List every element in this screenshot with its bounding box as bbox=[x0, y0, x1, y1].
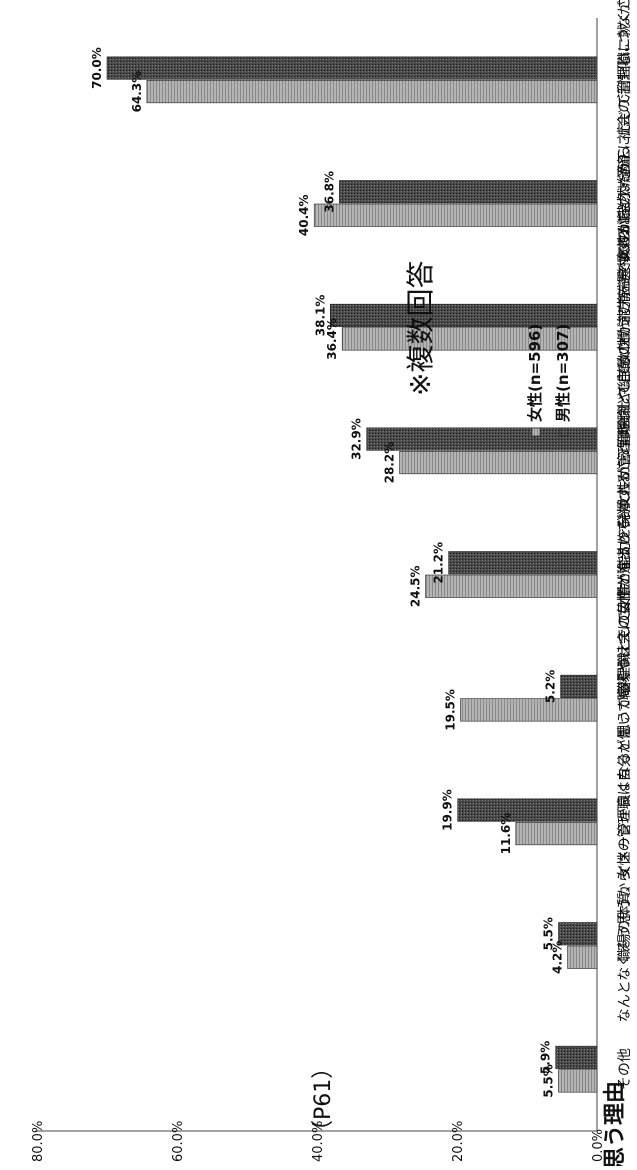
bar-value-label: 24.5% bbox=[409, 565, 423, 607]
partial-heading: 思う理由 bbox=[603, 1081, 628, 1166]
bar-value-label: 38.1% bbox=[313, 295, 327, 337]
bar bbox=[558, 1069, 598, 1093]
category-label: 女性の管理職は自分が働いていくうえでの目標となるから bbox=[616, 517, 633, 879]
bar-value-label: 70.0% bbox=[90, 47, 104, 89]
legend-swatch bbox=[559, 427, 569, 437]
category-label: 職場の体質、イメージが良くなると思うから bbox=[617, 682, 633, 962]
bar-value-label: 5.5% bbox=[542, 1064, 556, 1097]
bar-value-label: 5.2% bbox=[544, 670, 558, 703]
bar-value-label: 36.4% bbox=[325, 318, 339, 360]
multiple-answer-note: ※複数回答 bbox=[404, 261, 437, 396]
bar-value-label: 21.2% bbox=[432, 542, 446, 584]
bar bbox=[425, 574, 598, 598]
bar bbox=[339, 180, 598, 204]
bar-value-label: 4.2% bbox=[551, 941, 565, 974]
category-label: 女性が能力・適正に応じて管理職に就くことは当然だから bbox=[616, 0, 633, 262]
bar bbox=[146, 80, 598, 104]
legend-label: 女性(n=596) bbox=[526, 324, 544, 422]
page-reference: （P61） bbox=[311, 1057, 336, 1142]
bar-value-label: 28.2% bbox=[383, 442, 397, 484]
bar bbox=[457, 798, 598, 822]
category-label: その他 bbox=[617, 1048, 633, 1090]
value-axis-tick-label: 20.0% bbox=[451, 1121, 466, 1162]
value-axis-tick-label: 40.0% bbox=[311, 1121, 326, 1162]
category-label: 管理職として女性が能力を発揮することは経済、社会の活性化につながるから bbox=[616, 0, 633, 448]
legend-swatch bbox=[531, 427, 541, 437]
bar bbox=[558, 922, 598, 946]
category-label: 職場や社会に女性が進出して欲しいから bbox=[616, 449, 633, 701]
bar-value-label: 5.9% bbox=[539, 1041, 553, 1074]
category-label: なんとなくそう思うから bbox=[617, 869, 633, 1023]
bar bbox=[515, 822, 598, 846]
bar bbox=[460, 698, 598, 722]
bar-value-label: 64.3% bbox=[130, 71, 144, 113]
bar-value-label: 40.4% bbox=[297, 194, 311, 236]
category-label: 管理職として女性が能力を発揮することは会社や組織にとって有益であるから bbox=[616, 207, 633, 695]
bar bbox=[341, 327, 598, 351]
bar bbox=[329, 303, 598, 327]
bar bbox=[560, 674, 598, 698]
bar bbox=[448, 551, 598, 575]
value-axis-tick-label: 60.0% bbox=[171, 1121, 186, 1162]
bar bbox=[313, 203, 598, 227]
bar-value-label: 32.9% bbox=[350, 418, 364, 460]
bar bbox=[567, 945, 598, 969]
value-axis-tick-label: 0.0% bbox=[591, 1129, 606, 1162]
bar-value-label: 19.9% bbox=[441, 789, 455, 831]
legend-label: 男性(n=307) bbox=[554, 324, 572, 422]
bar bbox=[399, 451, 598, 475]
value-axis-tick-label: 80.0% bbox=[31, 1121, 46, 1162]
bar-value-label: 5.5% bbox=[542, 917, 556, 950]
rotated-plot-group: 64.3% 70.0% 40.4% 36.8% 36.4%38.1% 28.2% 32.9%… bbox=[31, 0, 633, 1169]
bar bbox=[555, 1045, 598, 1069]
bar-value-label: 36.8% bbox=[322, 171, 336, 213]
bar-value-label: 19.5% bbox=[444, 689, 458, 731]
bar bbox=[106, 56, 598, 80]
category-label: 女性が管理職として自分の働き方を選べるのは当然だから bbox=[616, 145, 633, 509]
bar-value-label: 11.6% bbox=[499, 813, 513, 855]
